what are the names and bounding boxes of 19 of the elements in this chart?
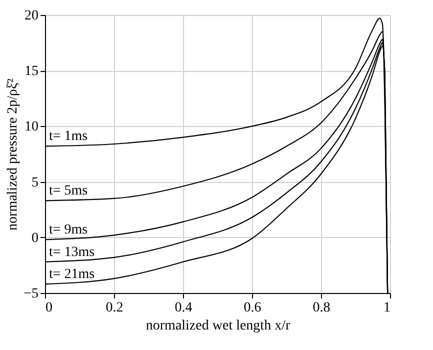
series-label: t= 9ms bbox=[49, 222, 88, 238]
y-axis-title: normalized pressure 2p/ρξ̇² bbox=[6, 78, 21, 230]
y-tick-label: 5 bbox=[32, 175, 38, 190]
y-tick-label: 20 bbox=[24, 8, 38, 24]
x-tick-label: 1 bbox=[384, 300, 390, 316]
y-tick-label: −5 bbox=[24, 286, 38, 302]
series-label: t= 1ms bbox=[49, 129, 88, 144]
series-label: t= 13ms bbox=[49, 244, 95, 260]
x-tick-label: 0.4 bbox=[174, 300, 192, 316]
series-label: t= 5ms bbox=[49, 184, 88, 199]
x-axis-title: normalized wet length x/r bbox=[146, 318, 290, 334]
y-tick-label: 0 bbox=[32, 230, 38, 246]
x-tick-label: 0.6 bbox=[244, 300, 262, 316]
series-label: t= 21ms bbox=[49, 267, 95, 282]
x-tick-label: 0.2 bbox=[106, 300, 124, 316]
x-tick-label: 0.8 bbox=[312, 300, 330, 316]
y-tick-label: 15 bbox=[24, 64, 38, 80]
x-tick-label: 0 bbox=[46, 300, 52, 316]
y-tick-label: 10 bbox=[24, 120, 38, 135]
